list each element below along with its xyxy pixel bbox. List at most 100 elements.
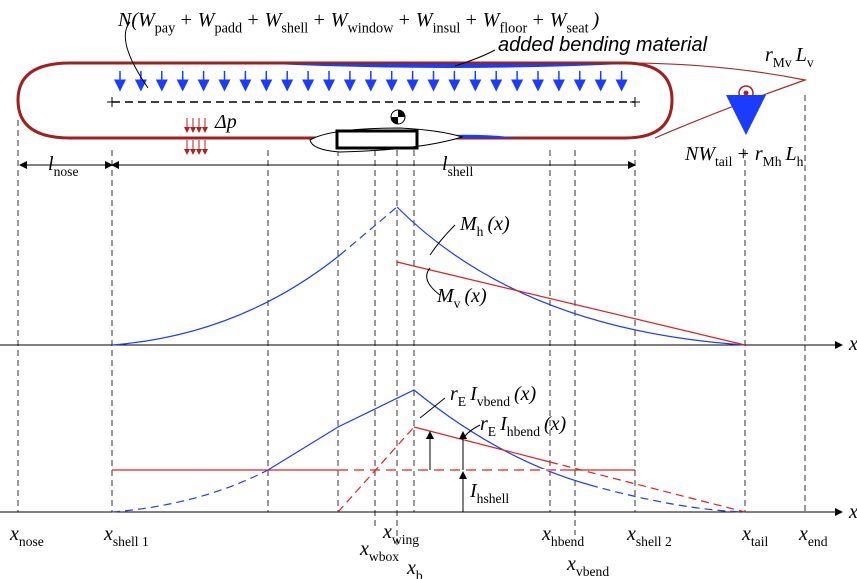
label: rE​Ihbend​(x) [480, 413, 567, 439]
label-text: x [9, 523, 19, 545]
labels: N(Wpay​+ Wpadd​+ Wshell​+ Wwindow​+ Wins… [9, 9, 857, 579]
label-text: L [785, 143, 797, 165]
label-subscript: v [807, 55, 814, 70]
label: xwing​ [382, 521, 419, 547]
label: Ihshell​ [469, 480, 509, 506]
label-text: M [459, 213, 478, 235]
label: xshell 1​ [103, 523, 149, 549]
label-subscript: Mv [773, 55, 792, 70]
label: rMv​Lv​ [765, 44, 814, 70]
label-text: r [480, 413, 488, 435]
label: xtail​ [741, 523, 768, 549]
label-text: x [626, 523, 636, 545]
label-subscript: shell 2 [636, 534, 672, 549]
label: xhbend​ [541, 523, 584, 549]
label: Mh​(x) [459, 213, 510, 239]
label-text: N(W [117, 9, 157, 31]
label-text: I [469, 383, 478, 405]
label: N(Wpay​+ Wpadd​+ Wshell​+ Wwindow​+ Wins… [117, 9, 600, 36]
label-subscript: E [488, 424, 496, 439]
label-text: (x) [464, 285, 487, 307]
label: rE​Ivbend​(x) [450, 383, 537, 409]
label-text: x [566, 553, 576, 575]
label-subscript: pay [155, 20, 176, 36]
label-text: x [541, 523, 551, 545]
label: xshell 2​ [626, 523, 672, 549]
label-text: (x) [514, 383, 537, 405]
label-subscript: h [477, 224, 484, 239]
label-text: + W [312, 9, 349, 31]
fuselage [16, 21, 808, 169]
label: lnose​ [48, 153, 78, 179]
label: Δp [214, 111, 237, 133]
label-subscript: wing [392, 532, 419, 547]
label-text: (x) [544, 413, 567, 435]
label-subscript: h [797, 154, 804, 169]
label-subscript: vbend [477, 394, 510, 409]
label: x [848, 501, 857, 523]
label: xb​ [406, 557, 423, 579]
label-text: (x) [487, 213, 510, 235]
label-subscript: nose [19, 534, 44, 549]
label-subscript: shell 1 [113, 534, 149, 549]
label-subscript: wbox [369, 549, 399, 564]
label-subscript: insul [433, 20, 461, 36]
label-text: x [798, 523, 808, 545]
label: xwbox​ [359, 538, 399, 564]
label: added bending material [498, 34, 708, 56]
label-text: r [765, 44, 773, 66]
label-text: + W [246, 9, 283, 31]
label-subscript: nose [54, 164, 79, 179]
label-text: x [103, 523, 113, 545]
label: lshell​ [442, 153, 473, 179]
label-text: l [442, 153, 448, 175]
label-subscript: seat [566, 20, 588, 36]
label-text: r [450, 383, 458, 405]
label-text: L [795, 44, 807, 66]
label-subscript: window [347, 20, 394, 36]
label-subscript: Mh [763, 154, 782, 169]
label-text: NW [684, 143, 717, 165]
label: Mv​(x) [436, 285, 487, 311]
label-text: x [848, 333, 857, 355]
label-subscript: vbend [576, 564, 609, 579]
label-text: I [469, 480, 478, 502]
label-subscript: padd [214, 20, 242, 36]
label-text: + W [179, 9, 216, 31]
label-text: Δp [214, 111, 237, 133]
label: NWtail​+ rMh​Lh​ [684, 143, 804, 169]
guides [17, 95, 806, 545]
label: xnose​ [9, 523, 44, 549]
label-text: l [48, 153, 54, 175]
label: xend​ [798, 523, 828, 549]
label: xvbend​ [566, 553, 609, 579]
label-text: + W [464, 9, 501, 31]
label-subscript: shell [281, 20, 308, 36]
label-subscript: b [416, 568, 423, 579]
label-text: x [359, 538, 369, 560]
label-subscript: shell [448, 164, 474, 179]
label-subscript: E [458, 394, 466, 409]
label-text: x [848, 501, 857, 523]
label-text: I [499, 413, 508, 435]
moment-plot [0, 206, 843, 349]
label-text: + W [531, 9, 568, 31]
label-text: added bending material [498, 34, 708, 56]
label-text: + W [397, 9, 434, 31]
label-subscript: tail [715, 154, 733, 169]
inertia-plot [0, 389, 843, 516]
label-text: + r [736, 143, 762, 165]
label-subscript: hbend [551, 534, 584, 549]
label-text: x [382, 521, 392, 543]
label-text: M [436, 285, 455, 307]
label-text: x [406, 557, 416, 579]
label-subscript: hshell [477, 491, 510, 506]
label-subscript: end [808, 534, 828, 549]
label-subscript: v [454, 296, 461, 311]
label: x [848, 333, 857, 355]
label-subscript: tail [751, 534, 769, 549]
label-subscript: hbend [507, 424, 540, 439]
label-text: ) [592, 9, 600, 31]
label-subscript: floor [499, 20, 527, 36]
